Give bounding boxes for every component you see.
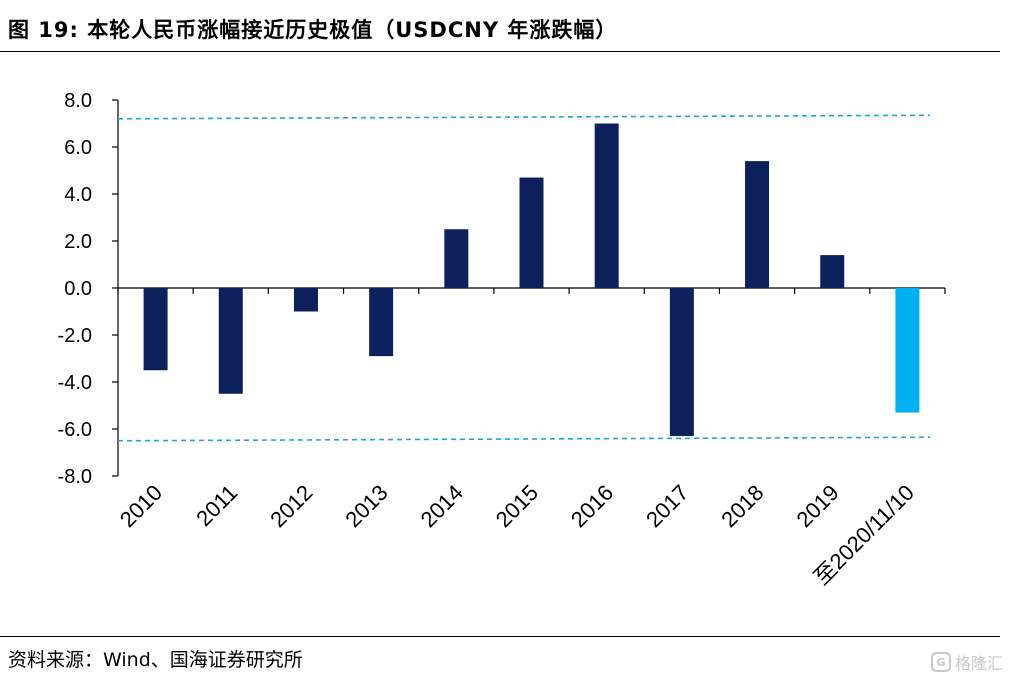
- y-tick-label: -4.0: [58, 372, 92, 394]
- bar-2019: [820, 255, 845, 288]
- x-tick-label: 2012: [265, 480, 317, 532]
- bar-2013: [369, 288, 394, 357]
- bar-2014: [444, 229, 469, 288]
- watermark-logo-icon: G: [930, 652, 951, 672]
- y-tick-label: 2.0: [64, 231, 92, 253]
- figure-title: 图 19: 本轮人民币涨幅接近历史极值（USDCNY 年涨跌幅）: [8, 18, 618, 42]
- watermark: G 格隆汇: [930, 650, 1003, 674]
- source-note: 资料来源：Wind、国海证券研究所: [8, 649, 303, 671]
- y-tick-label: 4.0: [64, 184, 92, 206]
- y-tick-label: 8.0: [64, 90, 92, 112]
- bar-2018: [745, 161, 770, 288]
- y-tick-label: -8.0: [58, 466, 92, 488]
- x-tick-label: 2011: [191, 480, 242, 531]
- bar-2015: [519, 177, 544, 288]
- x-tick-label: 2016: [566, 480, 618, 532]
- x-tick-label: 2017: [641, 480, 693, 532]
- x-tick-label: 2014: [416, 480, 468, 532]
- bar-2016: [594, 123, 619, 288]
- title-rule: [0, 51, 1000, 52]
- bar-至2020/11/10: [895, 288, 920, 413]
- y-tick-label: 0.0: [64, 278, 92, 300]
- y-tick-label: 6.0: [64, 137, 92, 159]
- y-tick-label: -2.0: [58, 325, 92, 347]
- reference-line-upper-extreme: [117, 114, 931, 120]
- x-tick-label: 2019: [791, 480, 843, 532]
- x-tick-label: 2018: [716, 480, 768, 532]
- bar-2012: [293, 288, 318, 312]
- source-rule: [0, 636, 1000, 637]
- x-tick-label: 2015: [491, 480, 543, 532]
- x-tick-label: 2010: [115, 480, 167, 532]
- bar-2017: [669, 288, 694, 437]
- bar-2010: [143, 288, 168, 371]
- watermark-text: 格隆汇: [954, 654, 1003, 673]
- y-tick-label: -6.0: [58, 419, 92, 441]
- bar-2011: [218, 288, 243, 394]
- x-tick-label: 2013: [340, 480, 392, 532]
- reference-line-lower-extreme: [117, 436, 931, 442]
